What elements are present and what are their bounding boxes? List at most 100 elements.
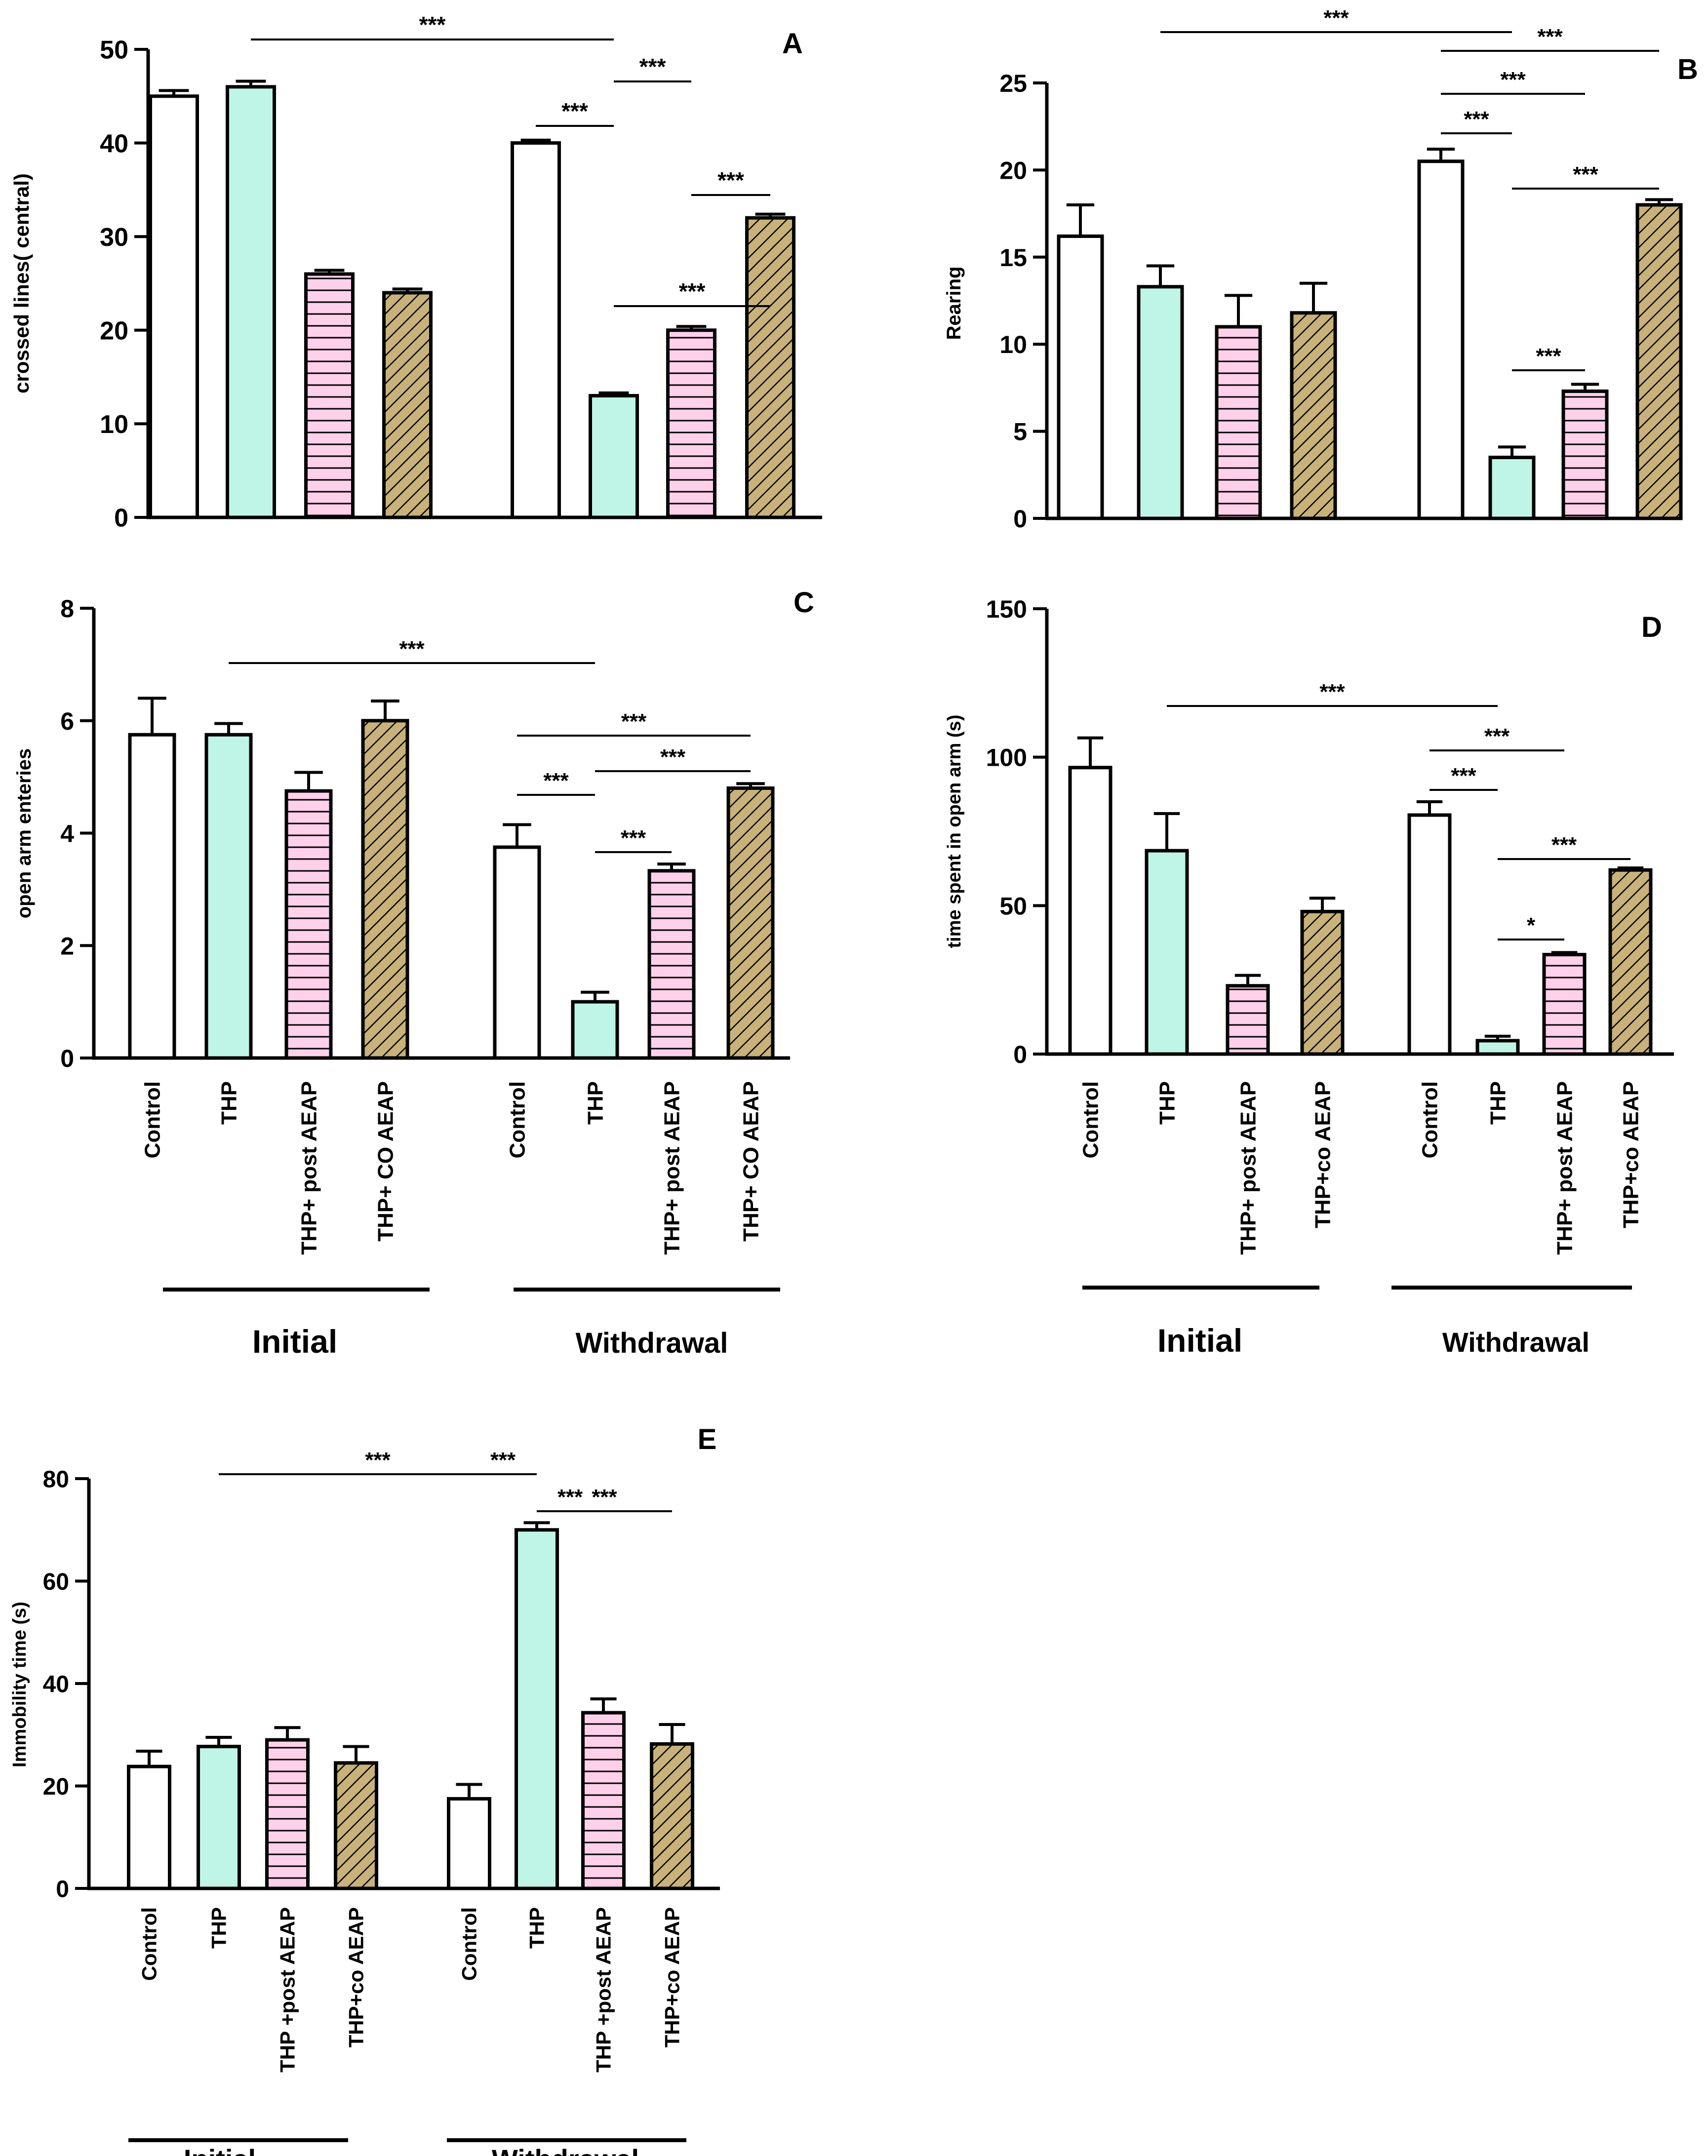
y-tick-label: 15 <box>999 244 1027 272</box>
y-axis-label: Rearing <box>943 267 965 340</box>
bar <box>1068 766 1112 1056</box>
category-label: THP <box>207 1907 231 1949</box>
bar <box>361 719 409 1060</box>
significance-label: *** <box>1537 25 1563 49</box>
y-axis-label: Immobility time (s) <box>9 1602 30 1767</box>
chart-panel-a: 0 10 20 30 40 50 crossed lines( central) A *** **… <box>10 12 822 533</box>
significance-label: *** <box>717 167 744 193</box>
significance-label: *** <box>1551 833 1577 857</box>
y-tick-label: 20 <box>100 317 128 346</box>
bar <box>382 291 433 519</box>
category-label: THP+ post AEAP <box>297 1081 321 1255</box>
significance-label: *** <box>621 709 647 734</box>
panel-letter: E <box>698 1423 717 1455</box>
bar <box>1057 234 1104 520</box>
bar <box>726 786 775 1060</box>
y-tick-label: 20 <box>999 157 1027 184</box>
panel-letter: B <box>1677 53 1698 85</box>
significance-label: *** <box>1319 680 1345 704</box>
significance-label: *** <box>1451 764 1476 788</box>
y-axis-label: open arm enteries <box>13 748 35 919</box>
bar <box>581 1711 626 1890</box>
panel-letter: A <box>782 28 803 60</box>
bar <box>1215 325 1262 520</box>
category-label: THP <box>1155 1081 1179 1125</box>
bar <box>1561 389 1609 520</box>
significance-label: * <box>1527 913 1536 938</box>
y-tick-label: 20 <box>43 1774 69 1800</box>
significance-label: *** <box>399 637 425 661</box>
bar <box>204 733 253 1060</box>
bar <box>197 1745 241 1890</box>
significance-label: *** <box>621 826 646 850</box>
category-label: Control <box>140 1081 164 1158</box>
y-tick-label: 10 <box>100 410 128 439</box>
y-tick-label: 0 <box>60 1045 74 1072</box>
y-tick-label: 4 <box>60 820 74 848</box>
bar <box>571 1000 619 1060</box>
y-tick-label: 30 <box>100 223 128 252</box>
category-label: Control <box>505 1081 529 1158</box>
bar <box>647 869 696 1060</box>
significance-label: *** <box>1573 162 1598 187</box>
bar <box>1145 849 1189 1056</box>
significance-label: *** <box>543 769 569 793</box>
bar <box>127 1764 171 1890</box>
bar <box>447 1797 491 1890</box>
y-tick-label: 50 <box>999 892 1027 920</box>
bar <box>149 94 199 519</box>
group-label: Initial <box>252 1323 337 1360</box>
bar <box>128 733 176 1060</box>
significance-label: *** <box>592 1485 617 1509</box>
y-tick-label: 0 <box>114 504 128 533</box>
bar <box>304 272 355 519</box>
bar <box>745 216 795 519</box>
chart-panel-e: 0 20 40 60 80 Immobility time (s) E *** *** *** **… <box>9 1423 720 2156</box>
group-label: Initial <box>1157 1322 1242 1359</box>
significance-label: *** <box>1536 344 1561 368</box>
significance-label: *** <box>365 1448 391 1472</box>
bar <box>1475 1039 1520 1056</box>
significance-label: *** <box>1323 6 1349 30</box>
category-label: THP+co AEAP <box>1311 1081 1335 1228</box>
category-label: THP+ CO AEAP <box>373 1081 397 1242</box>
category-label: THP+ post AEAP <box>660 1081 684 1255</box>
category-label: THP+ CO AEAP <box>739 1081 763 1242</box>
y-tick-label: 0 <box>1013 505 1027 533</box>
group-label: Withdrawal <box>492 2144 639 2156</box>
significance-label: *** <box>639 54 666 79</box>
bar <box>650 1742 694 1890</box>
group-label: Withdrawal <box>1442 1327 1589 1358</box>
bar <box>265 1738 310 1890</box>
group-label: Withdrawal <box>576 1327 728 1359</box>
y-tick-label: 150 <box>986 595 1027 623</box>
y-tick-label: 60 <box>43 1569 69 1595</box>
bar <box>1635 203 1683 520</box>
category-label: THP+co AEAP <box>661 1907 684 2047</box>
bar <box>515 1528 559 1890</box>
category-label: Control <box>1418 1081 1442 1158</box>
y-tick-label: 8 <box>60 595 74 623</box>
bar <box>1417 159 1465 520</box>
y-axis-label: time spent in open arm (s) <box>944 715 965 948</box>
category-label: THP <box>1486 1081 1510 1125</box>
y-tick-label: 50 <box>100 36 128 65</box>
category-label: Control <box>1078 1081 1103 1158</box>
category-label: THP+co AEAP <box>345 1907 368 2047</box>
category-label: THP+co AEAP <box>1619 1081 1643 1228</box>
bar <box>284 789 333 1060</box>
bar <box>334 1761 378 1890</box>
y-tick-label: 6 <box>60 707 74 735</box>
category-label: THP +post AEAP <box>276 1907 299 2073</box>
panel-letter: C <box>794 587 814 619</box>
bar <box>1290 311 1337 520</box>
bar <box>1488 456 1536 520</box>
y-tick-label: 10 <box>999 331 1027 358</box>
significance-label: *** <box>1500 68 1526 92</box>
significance-label: *** <box>679 278 706 304</box>
category-label: THP+ post AEAP <box>1552 1081 1577 1255</box>
y-tick-label: 80 <box>43 1466 69 1492</box>
category-label: Control <box>458 1907 481 1981</box>
